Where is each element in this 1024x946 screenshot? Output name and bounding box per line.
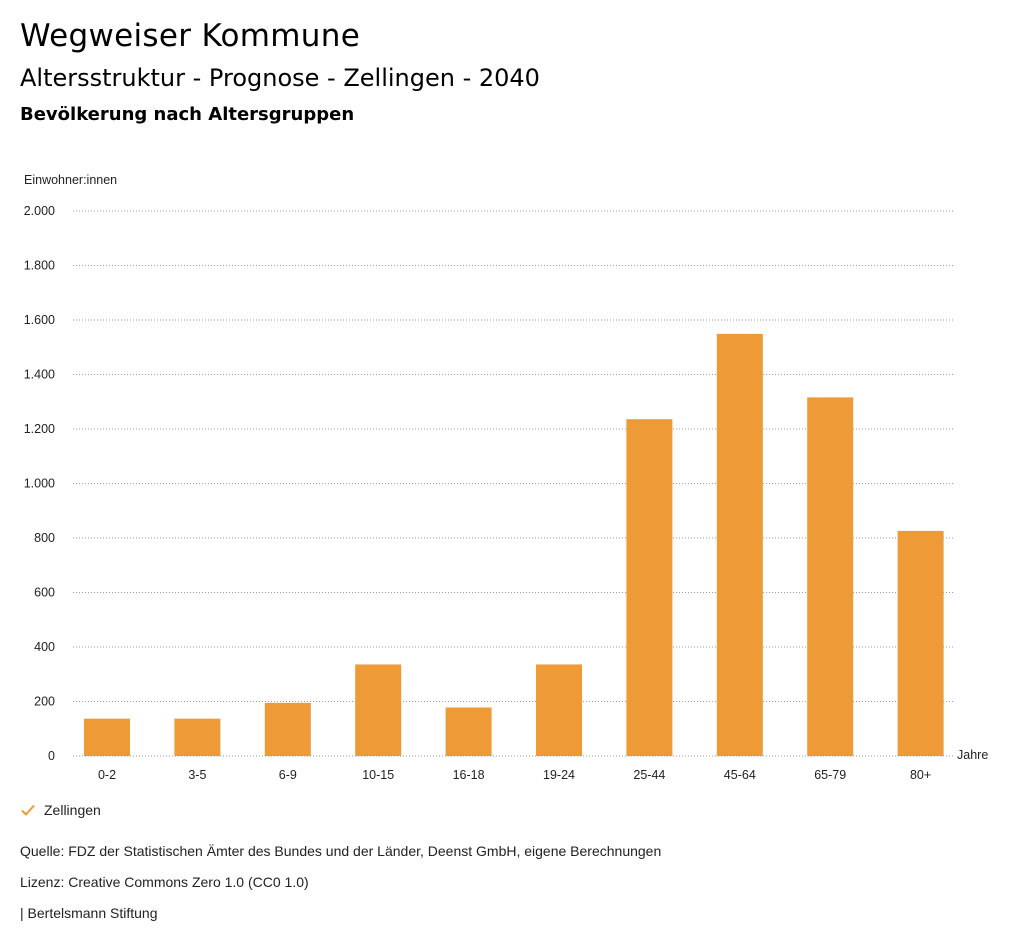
legend-item-zellingen[interactable]: Zellingen <box>20 802 101 818</box>
x-tick-label: 6-9 <box>279 768 297 782</box>
x-tick-label: 65-79 <box>814 768 846 782</box>
chart-subtitle: Altersstruktur - Prognose - Zellingen - … <box>20 64 540 92</box>
bar-6-9[interactable] <box>264 702 311 756</box>
bar-45-64[interactable] <box>716 333 763 756</box>
y-tick-label: 1.400 <box>24 368 55 382</box>
y-tick-label: 400 <box>34 640 55 654</box>
x-axis-label: Jahre <box>957 748 988 762</box>
x-tick-label: 80+ <box>910 768 931 782</box>
bar-25-44[interactable] <box>626 419 673 756</box>
page-title: Wegweiser Kommune <box>20 18 361 54</box>
y-tick-label: 1.800 <box>24 259 55 273</box>
bar-19-24[interactable] <box>536 664 582 756</box>
bar-65-79[interactable] <box>807 397 854 756</box>
legend-label: Zellingen <box>44 802 101 818</box>
x-tick-label: 25-44 <box>633 768 665 782</box>
y-tick-label: 600 <box>34 586 55 600</box>
x-tick-label: 3-5 <box>188 768 206 782</box>
y-tick-label: 1.200 <box>24 422 55 436</box>
chart-subsubtitle: Bevölkerung nach Altersgruppen <box>20 104 355 125</box>
source-text: Quelle: FDZ der Statistischen Ämter des … <box>20 843 662 859</box>
x-tick-label: 16-18 <box>453 768 485 782</box>
bar-0-2[interactable] <box>84 718 130 756</box>
x-tick-label: 45-64 <box>724 768 756 782</box>
y-tick-label: 2.000 <box>24 204 55 218</box>
y-axis-label: Einwohner:innen <box>24 173 117 187</box>
bar-80+[interactable] <box>897 530 944 756</box>
check-icon <box>21 804 35 816</box>
y-tick-label: 800 <box>34 531 55 545</box>
y-tick-label: 0 <box>48 749 55 763</box>
x-tick-label: 0-2 <box>98 768 116 782</box>
bar-10-15[interactable] <box>355 664 402 756</box>
y-tick-label: 1.000 <box>24 477 55 491</box>
x-tick-label: 19-24 <box>543 768 575 782</box>
y-tick-label: 200 <box>34 695 55 709</box>
x-tick-label: 10-15 <box>362 768 394 782</box>
bar-3-5[interactable] <box>174 718 221 756</box>
bar-chart: Einwohner:innen 0 200 400 600 800 1.000 1.200 1.… <box>24 173 989 782</box>
license-text: Lizenz: Creative Commons Zero 1.0 (CC0 1… <box>20 874 309 890</box>
y-tick-label: 1.600 <box>24 313 55 327</box>
bar-16-18[interactable] <box>445 707 492 756</box>
publisher-text: | Bertelsmann Stiftung <box>20 905 158 921</box>
